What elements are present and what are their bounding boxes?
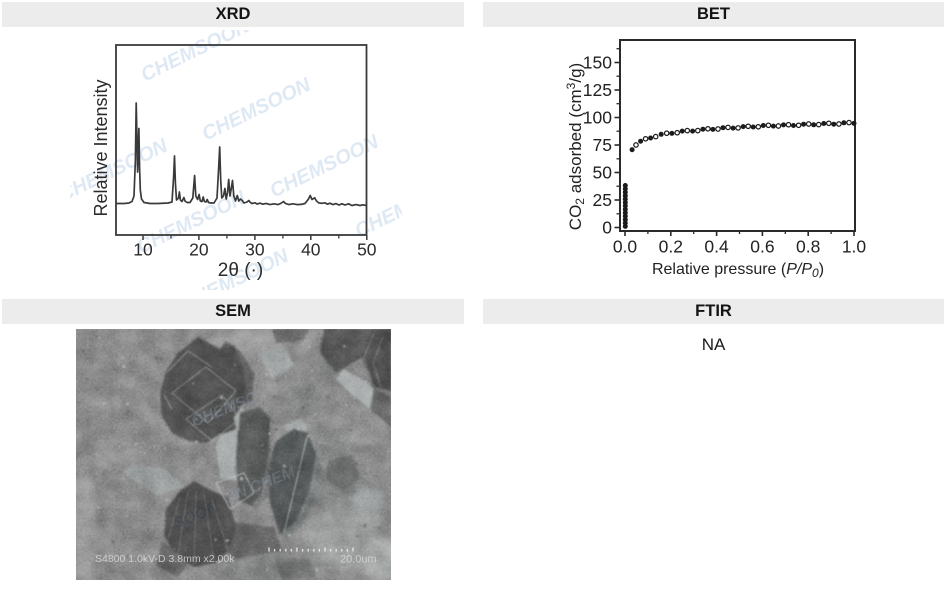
svg-text:100: 100 bbox=[583, 108, 612, 128]
svg-text:CHEMSOON: CHEMSOON bbox=[352, 171, 402, 243]
svg-text:0.6: 0.6 bbox=[750, 237, 774, 257]
svg-text:50: 50 bbox=[593, 163, 613, 183]
svg-text:CHEMSOON: CHEMSOON bbox=[199, 74, 315, 146]
svg-text:CHEMSOON: CHEMSOON bbox=[267, 131, 383, 203]
svg-text:CO2 adsorbed (cm3/g): CO2 adsorbed (cm3/g) bbox=[564, 63, 587, 230]
svg-text:50: 50 bbox=[357, 240, 377, 260]
svg-text:20.0um: 20.0um bbox=[340, 554, 377, 566]
svg-text:125: 125 bbox=[583, 80, 612, 100]
svg-text:1.0: 1.0 bbox=[842, 237, 867, 257]
svg-text:40: 40 bbox=[301, 240, 321, 260]
svg-text:CHEMSOON: CHEMSOON bbox=[138, 30, 254, 86]
svg-text:0.4: 0.4 bbox=[704, 237, 729, 257]
svg-text:30: 30 bbox=[245, 240, 265, 260]
svg-text:2θ (·): 2θ (·) bbox=[218, 260, 263, 281]
svg-text:20: 20 bbox=[189, 240, 209, 260]
svg-text:0.8: 0.8 bbox=[796, 237, 820, 257]
svg-text:0: 0 bbox=[602, 218, 612, 238]
svg-text:Relative Intensity: Relative Intensity bbox=[91, 79, 111, 216]
svg-text:0.0: 0.0 bbox=[613, 237, 638, 257]
svg-text:S4800 1.0kV-D 3.8mm x2.00k: S4800 1.0kV-D 3.8mm x2.00k bbox=[95, 553, 235, 565]
svg-text:25: 25 bbox=[593, 190, 612, 210]
svg-text:CHEMSOON: CHEMSOON bbox=[70, 135, 172, 207]
svg-text:Relative pressure (P/P0): Relative pressure (P/P0) bbox=[652, 261, 824, 280]
svg-text:75: 75 bbox=[593, 135, 612, 155]
svg-text:0.2: 0.2 bbox=[659, 237, 683, 257]
svg-text:10: 10 bbox=[133, 240, 153, 260]
svg-text:150: 150 bbox=[583, 53, 612, 73]
